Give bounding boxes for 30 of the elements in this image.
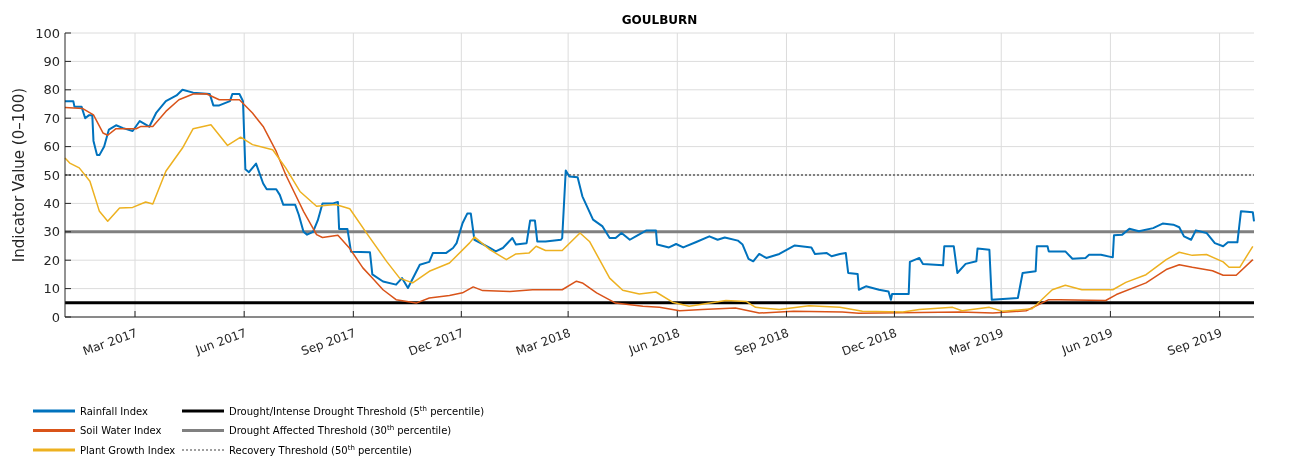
x-tick-label: Jun 2018: [625, 325, 682, 358]
y-tick-label: 20: [43, 252, 60, 268]
chart-title: GOULBURN: [621, 13, 698, 27]
y-tick-label: 80: [43, 82, 60, 98]
y-tick-label: 0: [51, 309, 60, 325]
y-tick-label: 100: [35, 25, 60, 41]
x-tick-label: Jun 2019: [1059, 325, 1115, 358]
y-tick-label: 60: [43, 139, 60, 155]
legend-label: Recovery Threshold (50$^{th}$ percentile): [229, 443, 413, 456]
x-tick-label: Jun 2017: [192, 325, 249, 358]
x-tick-label: Dec 2017: [406, 325, 466, 359]
x-tick-label: Mar 2017: [80, 325, 140, 359]
legend-label: Drought/Intense Drought Threshold (5$^{th}$ percentile): [229, 404, 485, 417]
y-tick-label: 90: [43, 53, 60, 69]
y-axis-title: Indicator Value (0–100): [10, 87, 28, 263]
legend-label: Soil Water Index: [80, 425, 162, 436]
legend-label: Drought Affected Threshold (30$^{th}$ percentile): [229, 424, 452, 436]
x-tick-label: Sep 2017: [299, 325, 358, 359]
x-tick-label: Mar 2018: [514, 325, 573, 359]
x-tick-label: Mar 2019: [947, 325, 1006, 359]
legend-label: Plant Growth Index: [80, 444, 176, 456]
y-tick-label: 30: [43, 224, 60, 240]
y-tick-label: 10: [43, 281, 60, 297]
y-tick-label: 50: [43, 167, 60, 183]
x-tick-label: Dec 2018: [839, 325, 899, 359]
x-tick-label: Sep 2018: [732, 325, 791, 359]
y-tick-label: 40: [43, 195, 60, 211]
x-tick-label: Sep 2019: [1165, 325, 1224, 359]
legend-label: Rainfall Index: [80, 405, 148, 417]
y-tick-label: 70: [43, 110, 60, 126]
